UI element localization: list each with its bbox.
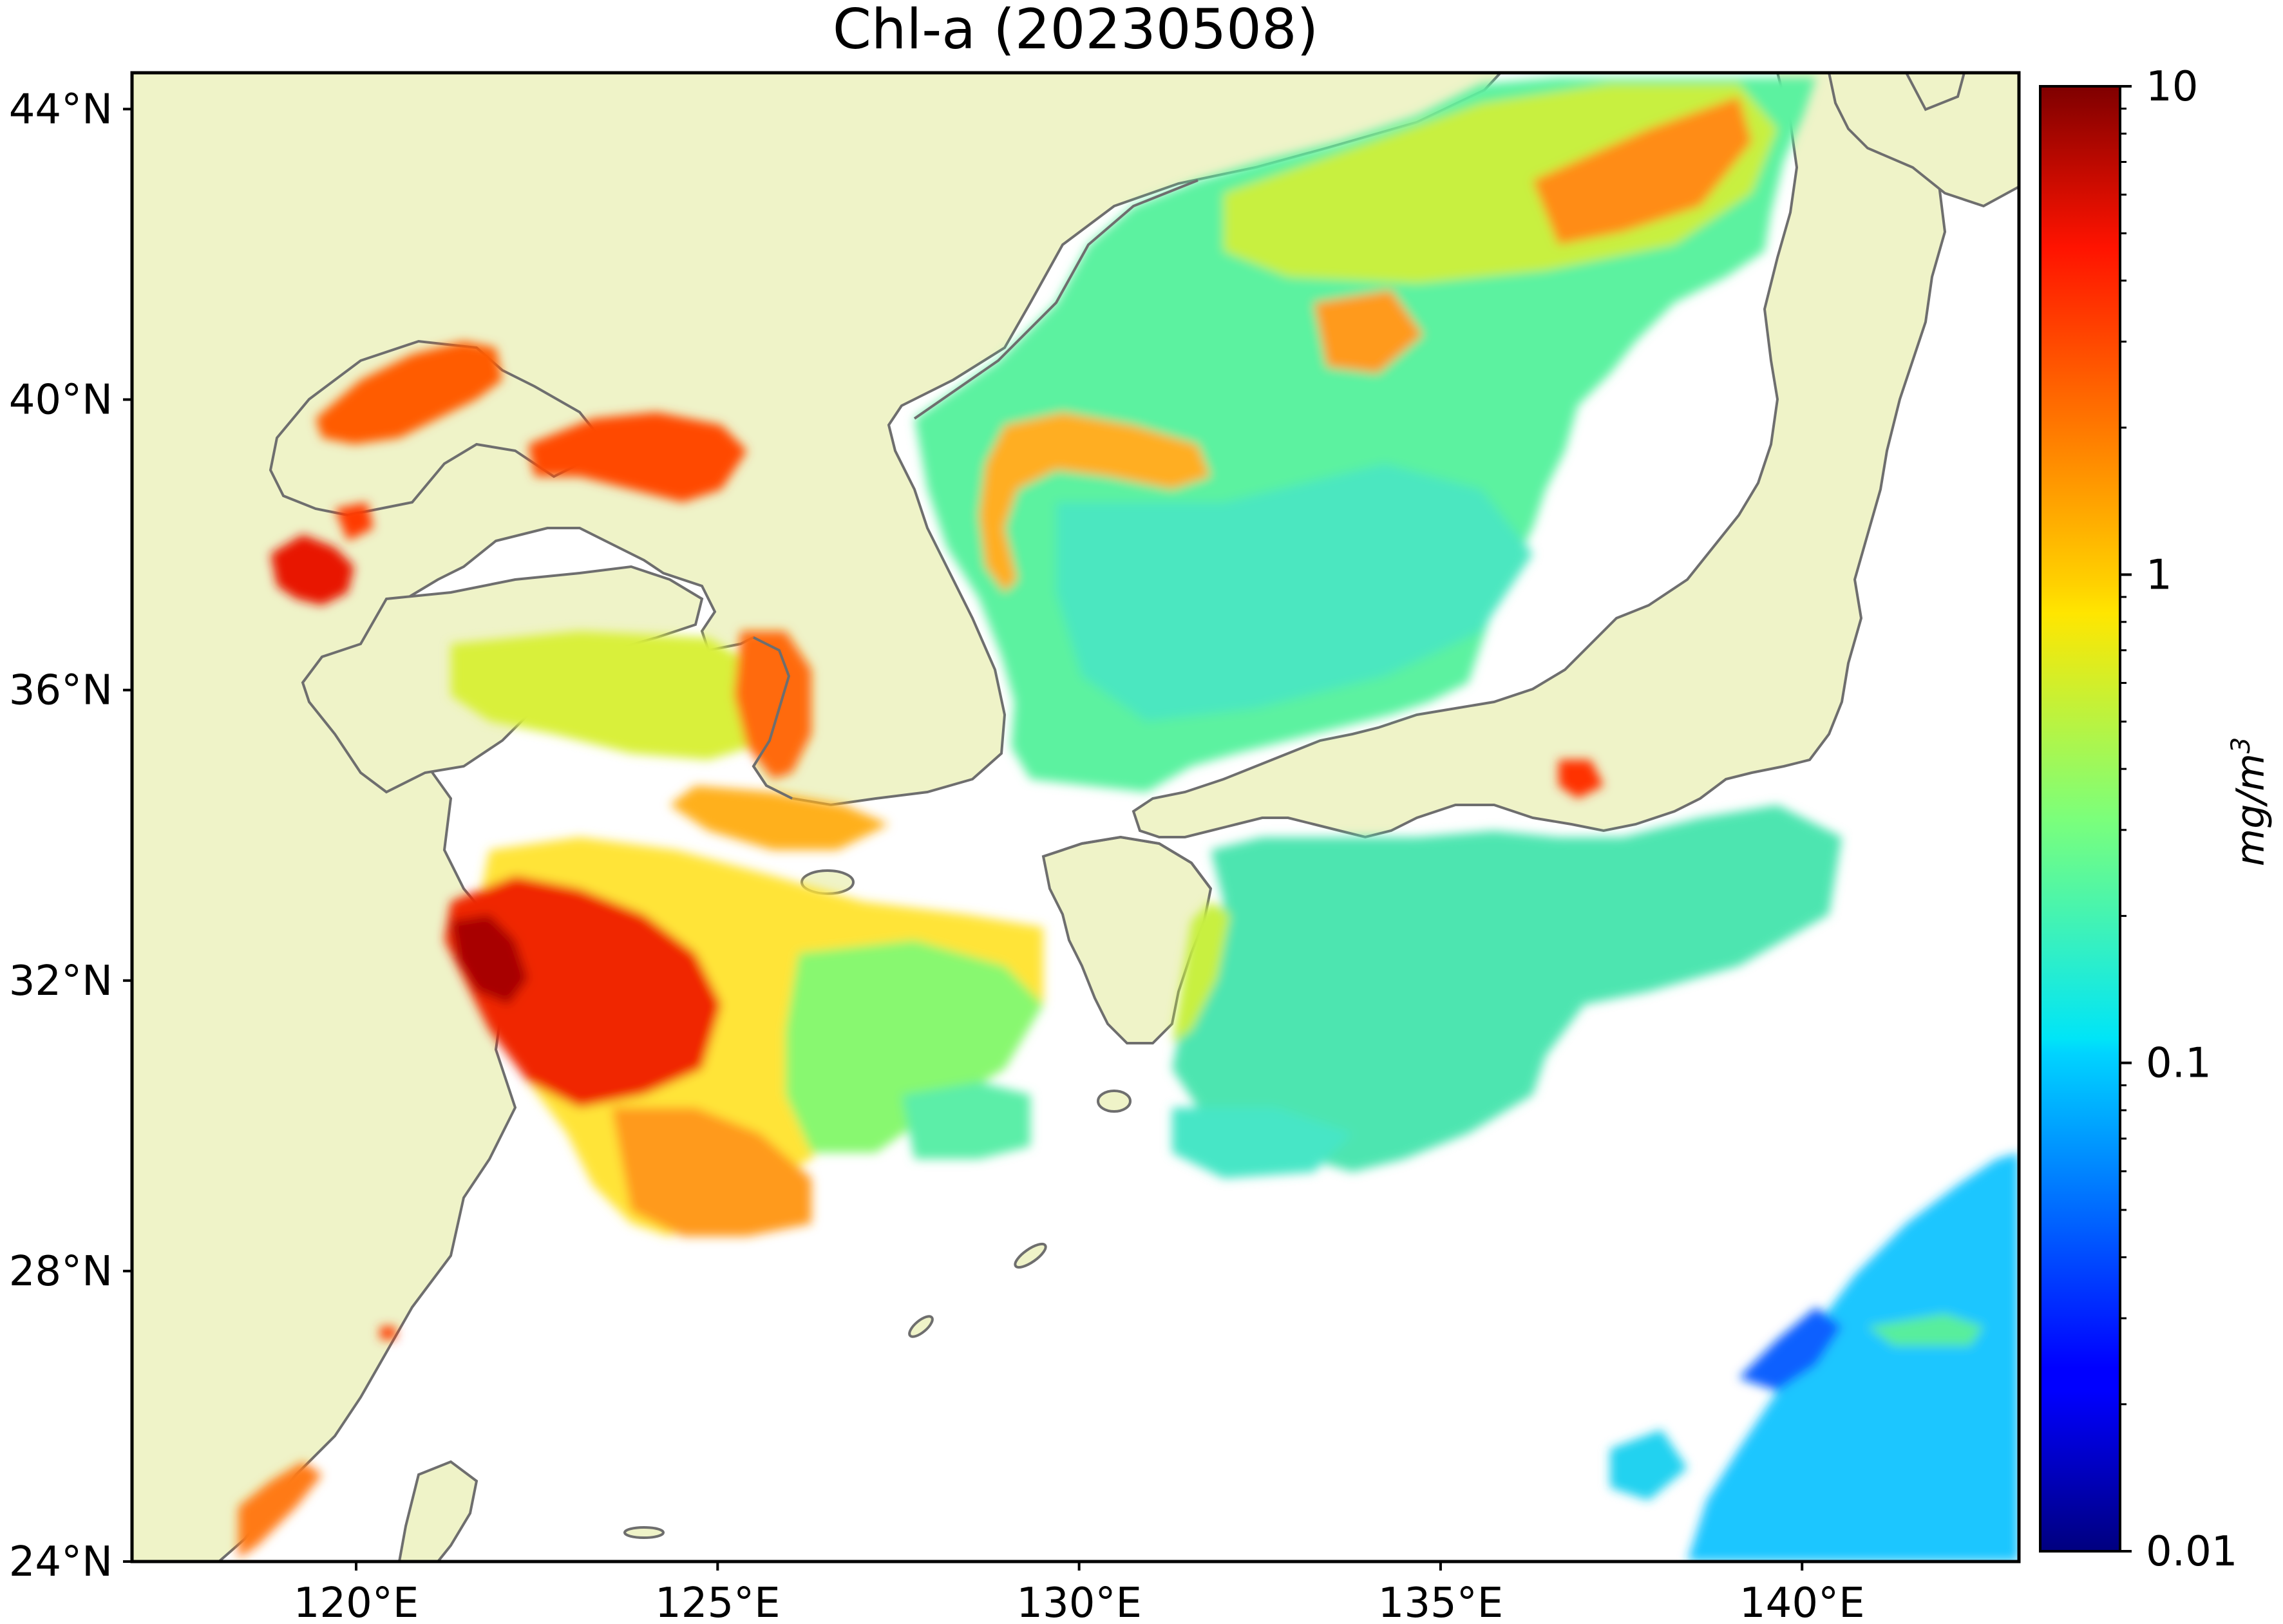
chl-korea-west-coast bbox=[734, 631, 811, 779]
chl-ise-bay bbox=[1558, 760, 1604, 798]
chl-western-pacific bbox=[1687, 1153, 2019, 1562]
land-hokkaido bbox=[1827, 73, 2019, 208]
chl-sea-of-japan-cyan bbox=[1056, 464, 1533, 721]
land-sakhalin bbox=[1904, 73, 1966, 111]
colorbar-frame bbox=[2039, 85, 2121, 1553]
lat-tick-label: 44°N bbox=[9, 86, 113, 133]
chl-patch-orange2 bbox=[1533, 97, 1752, 245]
map-title: Chl-a (20230508) bbox=[832, 0, 1319, 62]
lon-tick-label: 120°E bbox=[294, 1580, 419, 1624]
chl-kyushu-coast bbox=[1172, 902, 1230, 1043]
chl-laizhou-bay bbox=[270, 534, 354, 605]
land-taiwan bbox=[397, 1460, 478, 1562]
lat-tick-label: 28°N bbox=[9, 1248, 113, 1296]
chl-ecs-south-cyan bbox=[1172, 1108, 1352, 1178]
chl-bohai-west bbox=[335, 502, 374, 541]
chl-patch-orange bbox=[1314, 290, 1423, 373]
lon-tick-label: 135°E bbox=[1378, 1580, 1504, 1624]
lat-tick-label: 40°N bbox=[9, 377, 113, 424]
chl-zhejiang-coast bbox=[612, 1108, 811, 1236]
colorbar-tick-label: 1 bbox=[2146, 551, 2172, 599]
colorbar-tick-label: 0.1 bbox=[2146, 1040, 2212, 1088]
colorbar-tick-label: 10 bbox=[2146, 63, 2198, 111]
chl-taiwan-strait-dot bbox=[380, 1327, 396, 1339]
colorbar-gradient bbox=[2040, 86, 2120, 1551]
lon-tick-label: 130°E bbox=[1016, 1580, 1142, 1624]
chl-ecs-south-green bbox=[902, 1082, 1030, 1159]
chl-korea-south bbox=[670, 786, 889, 850]
map-panel bbox=[132, 73, 2019, 1562]
coastline-layer bbox=[752, 179, 1212, 890]
chl-fujian-coast bbox=[238, 1462, 322, 1558]
chlorophyll-field bbox=[238, 77, 2019, 1562]
land-yakushima bbox=[1097, 1090, 1132, 1113]
colorbar-unit-label: mg/m3 bbox=[2226, 737, 2273, 867]
chl-yangtze-core bbox=[451, 914, 528, 1005]
map-frame bbox=[130, 71, 2021, 1563]
chl-yellow-sea-patches bbox=[451, 631, 773, 760]
chl-liaodong-bay bbox=[316, 341, 502, 444]
lon-tick-label: 140°E bbox=[1739, 1580, 1865, 1624]
lat-tick-label: 36°N bbox=[9, 667, 113, 715]
lat-tick-label: 24°N bbox=[9, 1538, 113, 1586]
colorbar-ticks: 10 1 0.1 0.01 bbox=[2120, 63, 2238, 1576]
colorbar: 10 1 0.1 0.01 mg/m3 bbox=[2039, 63, 2273, 1576]
land-honshu bbox=[1132, 73, 1953, 839]
lon-tick-label: 125°E bbox=[655, 1580, 781, 1624]
longitude-axis: 120°E 125°E 130°E 135°E 140°E bbox=[294, 1562, 1865, 1624]
chl-swirls bbox=[979, 412, 1211, 592]
chl-south-japan bbox=[1172, 805, 1842, 1172]
chl-west-korea-bay bbox=[528, 412, 747, 502]
colorbar-tick-label: 0.01 bbox=[2146, 1528, 2238, 1576]
chl-pacific-eddy bbox=[1868, 1314, 1984, 1346]
chl-kuroshio-core bbox=[1739, 1307, 1842, 1391]
lat-tick-label: 32°N bbox=[9, 958, 113, 1005]
chl-yangtze-plume bbox=[444, 876, 721, 1108]
latitude-axis: 24°N 28°N 32°N 36°N 40°N 44°N bbox=[9, 86, 132, 1586]
chl-ecs-green bbox=[786, 940, 1043, 1153]
chl-pacific-fragment bbox=[1610, 1430, 1687, 1500]
